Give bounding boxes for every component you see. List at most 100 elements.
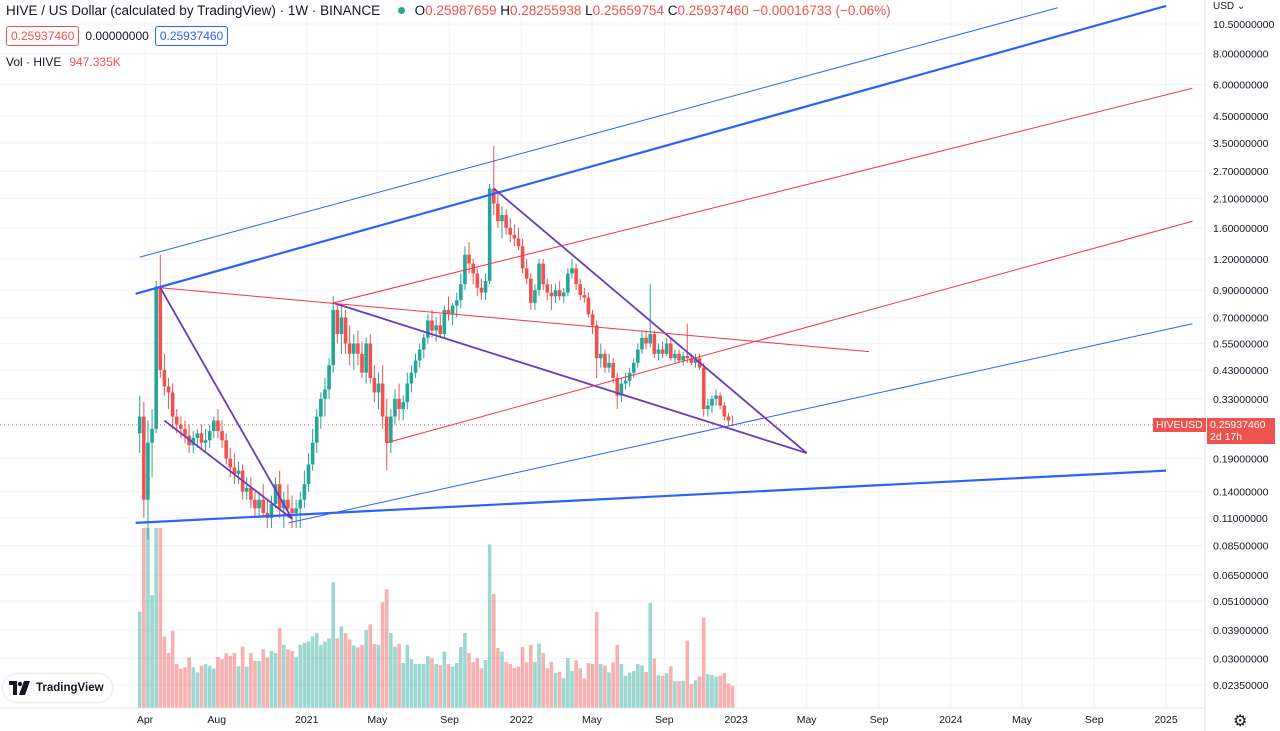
volume-bar [281, 644, 286, 708]
volume-bar [335, 638, 340, 708]
candle-body [619, 383, 624, 396]
volume-bar [491, 593, 496, 708]
volume-bar [224, 653, 228, 708]
candle-body [376, 383, 381, 393]
candle-body [454, 300, 459, 306]
volume-bar [174, 664, 179, 708]
last-price-value: 0.25937460 [1210, 419, 1266, 431]
volume-bar [286, 649, 290, 708]
volume-bar [323, 641, 327, 708]
time-tick-label: 2021 [295, 714, 319, 726]
candle-body [310, 442, 315, 465]
volume-bar [582, 678, 587, 708]
candle-body [644, 337, 648, 344]
candle-body [578, 284, 583, 296]
volume-bar [261, 649, 266, 708]
buy-button[interactable]: 0.25937460 [154, 26, 229, 46]
volume-bar [652, 658, 657, 708]
candle-body [339, 317, 344, 335]
price-tick-label: 10.50000000 [1213, 19, 1274, 31]
volume-bar [664, 673, 669, 708]
volume-bar [673, 681, 677, 708]
volume-bar [434, 664, 438, 708]
candle-body [500, 215, 504, 222]
candle-body [228, 458, 233, 468]
volume-bar [537, 643, 541, 708]
candle-body [150, 428, 154, 443]
volume-bar [203, 664, 208, 708]
candle-body [261, 499, 266, 513]
candle-body [656, 349, 661, 354]
candle-body [438, 325, 443, 335]
price-tick-label: 8.00000000 [1213, 48, 1269, 60]
volume-bar [166, 653, 171, 708]
price-tick-label: 0.06500000 [1213, 570, 1269, 582]
tradingview-logo[interactable]: TradingView [3, 674, 112, 702]
candle-body [442, 309, 447, 335]
candle-body [212, 420, 216, 432]
volume-bar [331, 582, 336, 708]
price-axis: 10.50000000 8.00000000 6.00000000 4.5000000… [1204, 0, 1274, 731]
candle-body [372, 377, 377, 393]
volume-bar [611, 662, 615, 708]
candle-body [146, 442, 150, 500]
candle-body [561, 292, 566, 297]
channel-lower-thin-line [288, 323, 1193, 524]
volume-value: 947.335K [69, 55, 121, 69]
volume-bar [603, 665, 607, 708]
volume-label[interactable]: Vol · HIVE [6, 55, 62, 69]
volume-bar [216, 656, 220, 708]
candle-body [574, 268, 578, 285]
volume-bar [718, 675, 722, 708]
candle-body [685, 355, 690, 359]
candle-body [652, 334, 657, 354]
time-tick-label: May [582, 714, 603, 726]
volume-bar [413, 664, 418, 708]
candle-body [298, 499, 303, 509]
time-tick-label: Sep [870, 714, 889, 726]
volume-bar [339, 626, 344, 708]
channel-bottom-line [135, 469, 1167, 524]
close-label: C [667, 3, 678, 18]
volume-bar [417, 664, 422, 708]
volume-bar [590, 664, 595, 708]
candle-body [668, 343, 673, 359]
candle-body [726, 416, 731, 421]
candle-body [599, 353, 603, 359]
volume-bar [631, 671, 636, 708]
volume-bar [483, 659, 488, 708]
price-tick-label: 0.55000000 [1213, 338, 1269, 350]
price-tick-label: 0.33000000 [1213, 394, 1269, 406]
symbol-title[interactable]: HIVE / US Dollar (calculated by TradingV… [6, 3, 381, 18]
candle-body [331, 309, 336, 366]
candle-body [627, 372, 632, 381]
candle-body [170, 392, 175, 417]
red-descending-line [160, 287, 870, 353]
volume-bar [273, 653, 278, 708]
sell-button[interactable]: 0.25937460 [6, 26, 80, 46]
bar-countdown: 2d 17h [1210, 431, 1243, 443]
volume-bar [607, 672, 611, 708]
candle-body [660, 349, 665, 354]
volume-bar [516, 666, 521, 708]
volume-bars [137, 528, 735, 708]
candle-body [545, 284, 550, 293]
volume-bar [343, 633, 348, 708]
candle-body [541, 263, 545, 285]
volume-bar [142, 528, 146, 708]
volume-bar [257, 661, 261, 708]
candle-body [487, 188, 492, 281]
volume-bar [368, 624, 373, 708]
wedge-right-upper-line [493, 187, 808, 454]
gear-icon[interactable]: ⚙ [1233, 713, 1248, 730]
candle-body [232, 467, 237, 474]
volume-bar [644, 672, 648, 708]
time-tick-label: May [1012, 714, 1033, 726]
currency-selector[interactable]: USD ⌄ [1213, 1, 1245, 12]
open-value: 0.25987659 [425, 3, 497, 18]
candlesticks [137, 146, 735, 540]
volume-bar [298, 644, 303, 708]
candle-body [389, 416, 393, 443]
volume-bar [376, 644, 381, 708]
